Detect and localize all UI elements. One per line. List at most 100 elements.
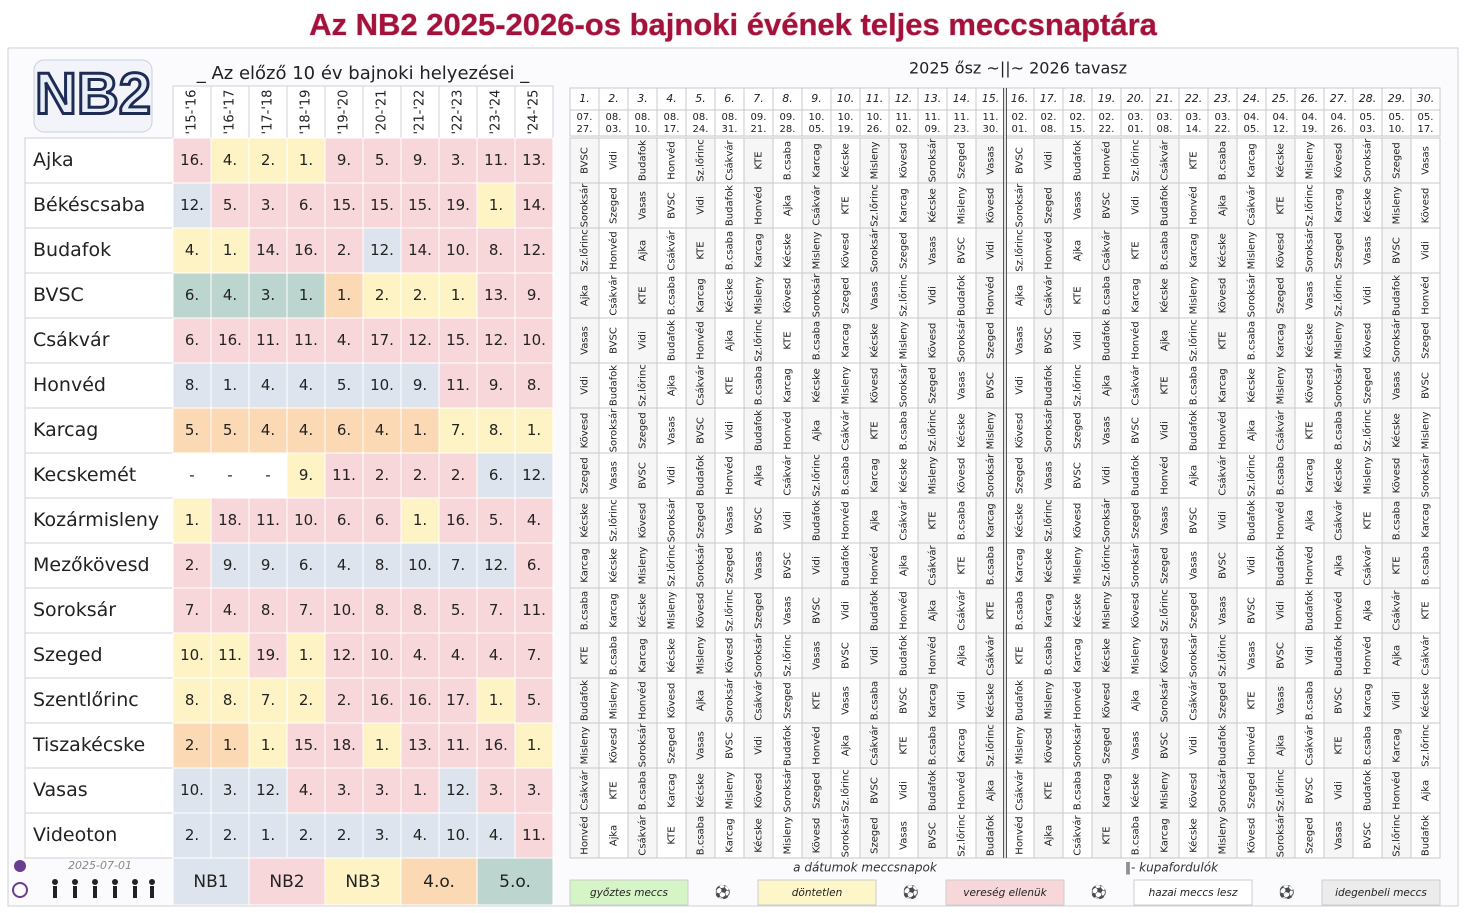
fixture-cell (627, 272, 658, 319)
opponent: Budafok (1276, 545, 1287, 586)
place-cell (248, 587, 288, 634)
fixture-cell (1265, 137, 1296, 184)
fixture-cell (1004, 452, 1035, 499)
date-day: 26. (867, 124, 883, 135)
fixture-cell (888, 407, 919, 454)
opponent: BVSC (1131, 417, 1142, 444)
place-value: 2. (185, 826, 199, 844)
fixture-cell (917, 272, 948, 319)
opponent: Soroksár (898, 363, 910, 408)
opponent: KTE (725, 376, 736, 394)
date-month: 03. (1186, 112, 1202, 123)
opponent: Misleny (1015, 727, 1026, 765)
opponent: Csákvár (1101, 229, 1113, 270)
fixture-cell (656, 317, 687, 364)
date-day: 19. (1302, 124, 1318, 135)
round-number: 7. (753, 92, 764, 105)
opponent: Karcag (841, 323, 852, 357)
opponent: Csákvár (1217, 454, 1229, 495)
opponent: Ajka (667, 375, 678, 396)
fixture-cell (1410, 632, 1441, 679)
opponent: Karcag (1392, 728, 1403, 762)
place-value: 5. (223, 421, 237, 439)
place-cell (438, 812, 478, 859)
opponent: Csákvár (869, 724, 881, 765)
date-month: 11. (954, 112, 970, 123)
date-cell (946, 109, 977, 137)
fixture-cell (1381, 812, 1412, 859)
opponent: Ajka (1363, 600, 1374, 621)
fixture-cell (801, 272, 832, 319)
opponent: Budafok (1131, 455, 1142, 496)
place-value: 3. (261, 286, 275, 304)
opponent: Kécske (869, 323, 881, 358)
opponent: Ajka (1305, 510, 1316, 531)
season-label: '19-'20 (337, 90, 352, 135)
place-cell (400, 182, 440, 229)
place-cell (476, 272, 516, 319)
place-value: 1. (413, 511, 427, 529)
fixture-cell (627, 722, 658, 769)
place-value: 1. (261, 826, 275, 844)
opponent: KTE (696, 241, 707, 259)
opponent: Vasas (870, 281, 881, 310)
fixture-cell (1004, 137, 1035, 184)
opponent: Vasas (1421, 146, 1432, 175)
opponent: Vidi (1160, 421, 1171, 440)
fixture-cell (1410, 137, 1441, 184)
opponent: Karcag (1131, 278, 1142, 312)
opponent: Vasas (1131, 731, 1142, 760)
opponent: Kövesd (1334, 143, 1345, 179)
fixture-cell (830, 587, 861, 634)
opponent: BVSC (696, 417, 707, 444)
season-label: '24-'25 (527, 90, 542, 135)
fixture-cell (1323, 497, 1354, 544)
opponent: Honvéd (1246, 726, 1258, 764)
place-cell (476, 452, 516, 499)
opponent: Budafok (812, 500, 823, 541)
fixture-cell (1381, 182, 1412, 229)
date-day: 12. (1273, 124, 1289, 135)
place-value: 10. (446, 241, 470, 259)
opponent: Karcag (870, 458, 881, 492)
fixture-cell (1381, 452, 1412, 499)
opponent: Honvéd (840, 501, 852, 539)
date-day: 26. (1331, 124, 1347, 135)
opponent: Vidi (870, 646, 881, 665)
date-month: 02. (1012, 112, 1028, 123)
date-cell (714, 109, 745, 137)
fixture-cell (1033, 182, 1064, 229)
fixture-cell (569, 632, 600, 679)
fixture-cell (1062, 182, 1093, 229)
date-cell (598, 109, 629, 137)
fixture-cell (1294, 407, 1325, 454)
team-name-cell (24, 317, 174, 364)
opponent: Misleny (928, 457, 939, 495)
fixture-cell (1120, 182, 1151, 229)
opponent: Karcag (725, 818, 736, 852)
place-cell (324, 227, 364, 274)
opponent: Csákvár (1391, 589, 1403, 630)
opponent: B.csaba (812, 321, 823, 360)
fixture-cell (801, 812, 832, 859)
opponent: Vidi (1305, 646, 1316, 665)
fixture-cell (801, 542, 832, 589)
fixture-cell (1207, 722, 1238, 769)
place-value: 7. (489, 601, 503, 619)
tier-swatch (324, 857, 402, 906)
opponent: Vasas (1189, 551, 1200, 580)
fixture-cell (1120, 452, 1151, 499)
opponent: Misleny (725, 772, 736, 810)
opponent: Vidi (1276, 601, 1287, 620)
fixture-cell (772, 767, 803, 814)
opponent: Karcag (1334, 188, 1345, 222)
date-day: 01. (1128, 124, 1144, 135)
fixture-cell (714, 812, 745, 859)
opponent: Soroksár (1275, 813, 1287, 858)
team-name: Budafok (33, 239, 111, 261)
place-value: 11. (446, 376, 470, 394)
opponent: KTE (1276, 196, 1287, 214)
opponent: Budafok (1015, 680, 1026, 721)
opponent: Szeged (783, 682, 794, 719)
fixture-cell (1091, 317, 1122, 364)
